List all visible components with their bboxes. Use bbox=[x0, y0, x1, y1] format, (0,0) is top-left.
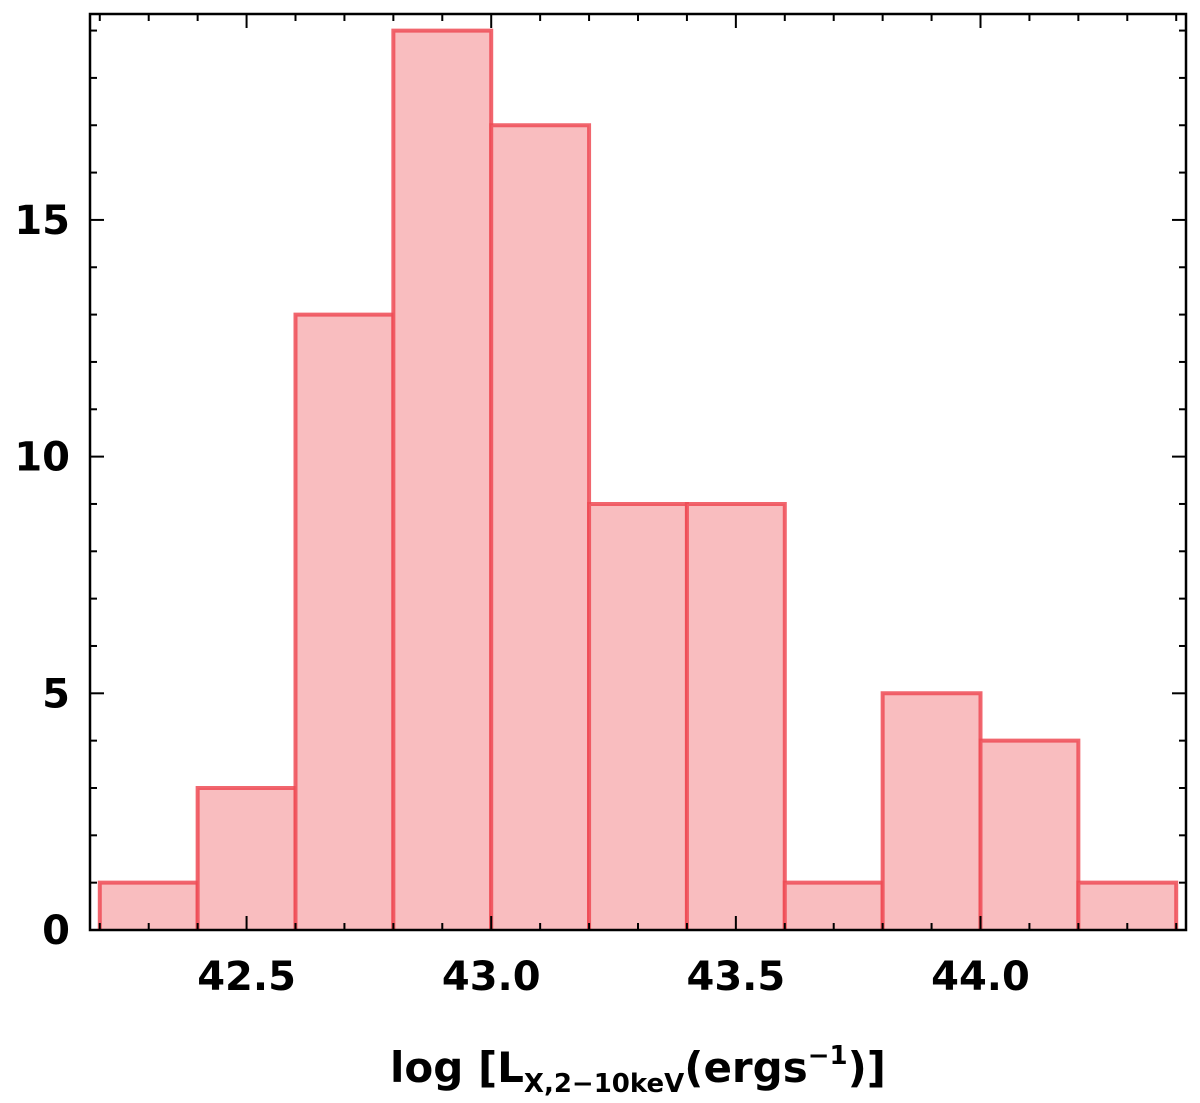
x-axis-label: log [LX,2−10keV(ergs−1)] bbox=[390, 1041, 886, 1099]
histogram-bar bbox=[784, 882, 883, 930]
y-tick-label: 0 bbox=[42, 908, 70, 954]
histogram-bar bbox=[197, 787, 296, 930]
x-tick-label: 43.5 bbox=[687, 954, 786, 1000]
x-tick-label: 42.5 bbox=[197, 954, 296, 1000]
histogram-bar-outline bbox=[978, 738, 1081, 930]
x-tick-label: 44.0 bbox=[931, 954, 1030, 1000]
histogram-bar bbox=[882, 693, 981, 930]
histogram-bars bbox=[97, 28, 1179, 930]
tick-labels: 42.5 43.0 43.5 44.0 0 5 10 15 bbox=[14, 198, 1030, 1000]
y-tick-label: 15 bbox=[14, 198, 70, 244]
y-tick-label: 5 bbox=[42, 671, 70, 717]
plot-frame bbox=[88, 12, 1188, 932]
histogram-bar bbox=[589, 503, 687, 930]
histogram-bar bbox=[1078, 882, 1177, 930]
histogram-bar bbox=[491, 125, 590, 930]
histogram-bar-outline bbox=[684, 501, 787, 930]
y-tick-label: 10 bbox=[14, 435, 70, 481]
x-tick-label: 43.0 bbox=[442, 954, 541, 1000]
histogram-bar-outline bbox=[1076, 880, 1179, 930]
histogram-bar bbox=[393, 30, 492, 930]
histogram-bar bbox=[295, 314, 394, 930]
histogram-bar bbox=[980, 740, 1079, 930]
histogram-bar bbox=[686, 503, 785, 930]
histogram-bar bbox=[99, 882, 198, 930]
